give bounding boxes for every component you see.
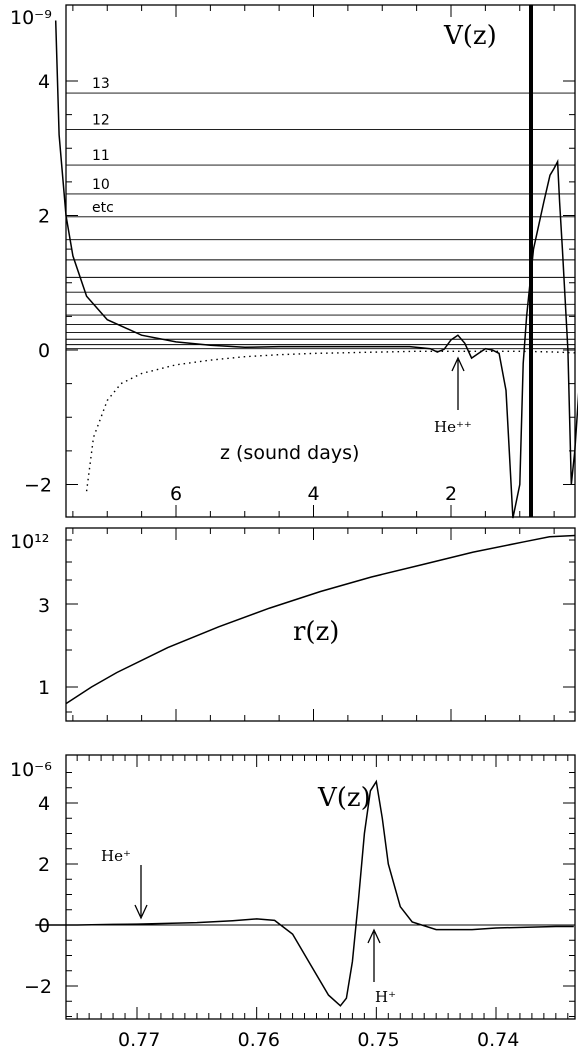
energy-levels <box>66 92 575 350</box>
panel-3-scale-label: 10⁻⁶ <box>10 759 52 781</box>
he-plus-plus-label: He⁺⁺ <box>434 418 472 436</box>
x-tick-label: 0.75 <box>357 1029 399 1051</box>
x-tick-label: 2 <box>445 483 457 505</box>
panel-3-y-tick-labels: 4 2 0 −2 <box>24 793 52 998</box>
panel-3-frame <box>65 754 576 1020</box>
x-tick-label: 0.76 <box>238 1029 280 1051</box>
panel-1-x-tick-labels: 6 4 2 <box>170 483 457 505</box>
y-tick-label: 4 <box>38 71 50 93</box>
r-curve <box>65 534 576 705</box>
x-tick-label: 4 <box>308 483 320 505</box>
x-tick-label: 6 <box>170 483 182 505</box>
v-curve-dotted <box>85 350 578 492</box>
panel-3-x-tick-labels: 0.77 0.76 0.75 0.74 <box>118 1029 519 1051</box>
panel-3-title: V(z) <box>317 783 371 813</box>
y-tick-label: −2 <box>24 976 52 998</box>
h-plus-arrow <box>367 928 381 982</box>
y-tick-label: −2 <box>24 475 52 497</box>
panel-1-scale-label: 10⁻⁹ <box>10 7 52 29</box>
spike-band <box>529 5 533 517</box>
y-tick-label: 2 <box>38 854 50 876</box>
level-label: 10 <box>92 177 110 193</box>
x-tick-label: 0.74 <box>477 1029 519 1051</box>
level-label: etc <box>92 200 114 216</box>
panel-2-title: r(z) <box>293 617 339 647</box>
panel-2-frame <box>65 527 576 722</box>
v-curve-solid <box>54 20 578 519</box>
level-label: 11 <box>92 148 110 164</box>
y-tick-label: 0 <box>38 915 50 937</box>
panel-2-ytick-1: 1 <box>38 677 50 699</box>
panel-1-ticks <box>66 5 575 517</box>
x-axis-label: z (sound days) <box>220 442 359 464</box>
h-plus-label: H⁺ <box>375 988 396 1006</box>
panel-2-scale-label: 10¹² <box>10 531 49 553</box>
panel-1-frame <box>65 4 576 518</box>
y-tick-label: 0 <box>38 340 50 362</box>
panel-1-title: V(z) <box>443 21 497 51</box>
he-plus-plus-arrow <box>451 356 465 410</box>
level-label: 12 <box>92 112 110 128</box>
he-plus-label: He⁺ <box>101 847 131 865</box>
y-tick-label: 2 <box>38 206 50 228</box>
he-plus-arrow <box>134 865 148 920</box>
panel-2-ytick-3: 3 <box>38 595 50 617</box>
panel-3-ticks <box>66 755 575 1019</box>
level-labels: 13 12 11 10 etc <box>92 76 114 216</box>
panel-r: 10¹² r(z) 3 1 <box>10 527 576 722</box>
panel-2-ticks <box>66 528 575 721</box>
panel-v-zoomed-in: 10⁻⁶ V(z) 4 2 0 −2 0.77 0.76 0.75 0.74 He⁺ H⁺ <box>10 754 576 1051</box>
level-label: 13 <box>92 76 110 92</box>
x-tick-label: 0.77 <box>118 1029 160 1051</box>
v-curve-zoom <box>35 779 574 1007</box>
panel-1-y-tick-labels: 4 2 0 −2 <box>24 71 52 497</box>
y-tick-label: 4 <box>38 793 50 815</box>
